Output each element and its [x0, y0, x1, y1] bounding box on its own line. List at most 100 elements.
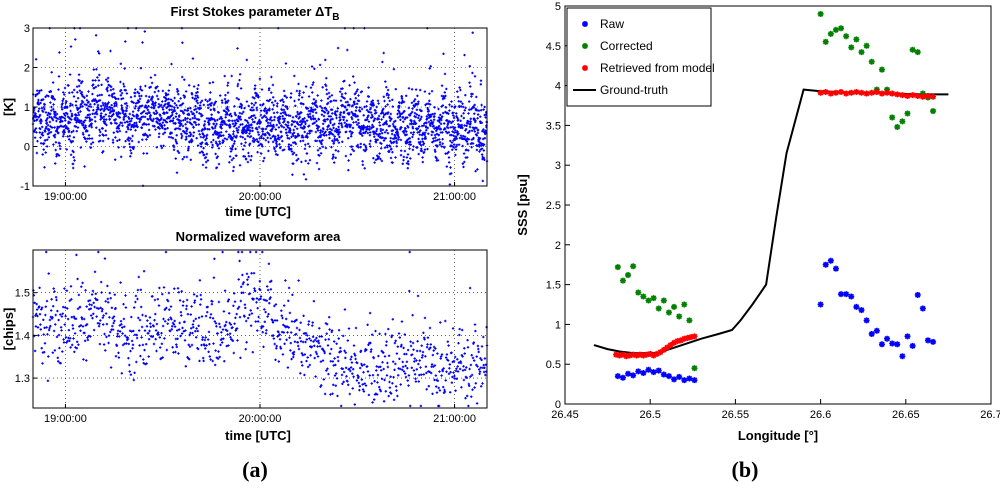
retrieved-from-model-point: [873, 88, 880, 95]
corrected-point: [686, 317, 693, 324]
x-tick-label: 26.65: [892, 409, 920, 421]
raw-point: [914, 291, 921, 298]
raw-point: [614, 373, 621, 380]
raw-point: [630, 372, 637, 379]
retrieved-from-model-point: [878, 90, 885, 97]
retrieved-from-model-point: [817, 89, 824, 96]
y-tick-label: 5: [555, 1, 561, 13]
legend-marker-swatch: [582, 43, 588, 49]
corrected-point: [640, 293, 647, 300]
raw-point: [671, 376, 678, 383]
x-tick-label: 26.45: [551, 409, 579, 421]
y-tick-label: 0: [24, 142, 30, 154]
panel-label-b: (b): [732, 457, 759, 482]
corrected-point: [848, 44, 855, 51]
raw-point: [904, 333, 911, 340]
raw-point: [889, 340, 896, 347]
retrieved-from-model-point: [889, 90, 896, 97]
y-tick-label: 3: [555, 160, 561, 172]
raw-point: [665, 373, 672, 380]
x-tick-label: 26.7: [980, 409, 1000, 421]
x-tick-label: 26.55: [722, 409, 750, 421]
raw-point: [843, 291, 850, 298]
corrected-point: [817, 10, 824, 17]
y-tick-label: -1: [20, 181, 30, 193]
x-tick-label: 21:00:00: [433, 413, 476, 425]
waveform-ylabel: [chips]: [1, 308, 16, 351]
retrieved-from-model-point: [848, 89, 855, 96]
legend-entry-label: Retrieved from model: [600, 61, 715, 75]
x-tick-label: 19:00:00: [44, 191, 87, 203]
raw-point: [686, 375, 693, 382]
y-tick-label: 4.5: [546, 41, 561, 53]
raw-point: [645, 366, 652, 373]
x-tick-label: 20:00:00: [239, 413, 282, 425]
stokes-chart-title: First Stokes parameter ΔTB: [170, 4, 339, 23]
waveform-plot-frame: [32, 249, 488, 409]
corrected-point: [899, 118, 906, 125]
y-tick-label: 1: [555, 319, 561, 331]
raw-point: [873, 327, 880, 334]
stokes-chart: First Stokes parameter ΔTB 19:00:00 20:00…: [1, 4, 489, 219]
raw-point: [676, 373, 683, 380]
retrieved-from-model-point: [868, 89, 875, 96]
retrieved-from-model-point: [930, 93, 937, 100]
corrected-point: [914, 49, 921, 56]
raw-point: [822, 261, 829, 268]
corrected-point: [909, 46, 916, 53]
y-tick-label: 2: [555, 240, 561, 252]
raw-point: [894, 341, 901, 348]
corrected-point: [614, 264, 621, 271]
legend-entry-label: Ground-truth: [600, 83, 668, 97]
retrieved-from-model-point: [863, 90, 870, 97]
corrected-point: [868, 58, 875, 65]
corrected-point: [884, 86, 891, 93]
raw-point: [853, 303, 860, 310]
legend-entry-label: Raw: [600, 17, 624, 31]
retrieved-from-model-point: [909, 92, 916, 99]
y-tick-label: 1.5: [15, 288, 30, 300]
corrected-point: [681, 301, 688, 308]
y-tick-label: 0.5: [546, 359, 561, 371]
x-tick-label: 20:00:00: [239, 191, 282, 203]
retrieved-from-model-point: [924, 92, 931, 99]
corrected-point: [676, 313, 683, 320]
corrected-point: [853, 36, 860, 43]
sss-legend: Raw Corrected Retrieved from model Ground-t…: [566, 7, 715, 107]
raw-point: [878, 341, 885, 348]
waveform-chart: Normalized waveform area 19:00:00 20:00:0…: [1, 229, 489, 443]
raw-point: [924, 337, 931, 344]
raw-point: [848, 293, 855, 300]
retrieved-from-model-point: [691, 333, 698, 340]
raw-point: [868, 330, 875, 337]
corrected-point: [619, 277, 626, 284]
retrieved-from-model-point: [899, 92, 906, 99]
raw-point: [909, 342, 916, 349]
y-tick-label: 3: [24, 23, 30, 35]
waveform-chart-title: Normalized waveform area: [176, 229, 342, 244]
corrected-point: [904, 110, 911, 117]
raw-point: [640, 369, 647, 376]
corrected-point: [832, 26, 839, 33]
corrected-point: [838, 25, 845, 32]
corrected-point: [630, 263, 637, 270]
corrected-point: [650, 295, 657, 302]
y-tick-label: 2.5: [546, 200, 561, 212]
x-tick-label: 26.6: [810, 409, 831, 421]
y-tick-label: 1: [24, 102, 30, 114]
x-tick-label: 19:00:00: [44, 413, 87, 425]
raw-point: [619, 374, 626, 381]
data-points: [31, 27, 489, 187]
corrected-point: [671, 303, 678, 310]
raw-point: [863, 317, 870, 324]
corrected-point: [822, 38, 829, 45]
corrected-point: [655, 305, 662, 312]
corrected-point: [635, 289, 642, 296]
y-tick-label: 2: [24, 63, 30, 75]
retrieved-from-model-point: [827, 90, 834, 97]
raw-point: [919, 305, 926, 312]
retrieved-from-model-point: [853, 88, 860, 95]
retrieved-from-model-point: [904, 92, 911, 99]
corrected-point: [645, 297, 652, 304]
